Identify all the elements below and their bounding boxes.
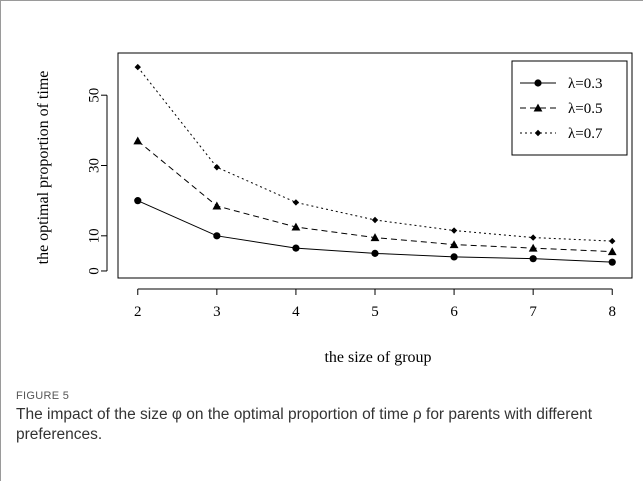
series-1 [134, 197, 616, 266]
y-tick-label: 10 [86, 228, 102, 243]
data-point [528, 243, 538, 252]
series-2 [133, 136, 617, 256]
data-point [133, 136, 143, 145]
y-axis: 0 10 30 50 [86, 88, 108, 275]
x-tick-label: 7 [529, 304, 537, 320]
data-point [450, 227, 458, 234]
legend-item: λ=0.5 [520, 101, 602, 117]
figure-caption: FIGURE 5 The impact of the size φ on the… [16, 390, 626, 445]
legend-item: λ=0.7 [520, 126, 603, 142]
data-point [213, 232, 221, 240]
x-tick-label: 2 [134, 304, 142, 320]
data-point [212, 201, 222, 210]
legend-label: λ=0.5 [568, 101, 602, 117]
data-point [134, 197, 142, 205]
data-point [371, 249, 379, 257]
data-point [607, 247, 617, 256]
data-point [292, 244, 300, 252]
x-tick-label: 3 [213, 304, 221, 320]
x-axis: 2 3 4 5 6 7 8 [134, 288, 616, 320]
line-chart: 0 10 30 50 2 3 4 5 6 7 8 the optimal proportion o… [35, 52, 633, 366]
frame-top-border [0, 0, 643, 1]
y-tick-label: 0 [86, 267, 102, 275]
data-point [292, 199, 300, 206]
y-tick-label: 50 [86, 88, 102, 103]
x-tick-label: 8 [608, 304, 616, 320]
figure-caption-text: The impact of the size φ on the optimal … [16, 406, 593, 443]
plot-area [117, 52, 633, 279]
y-tick-label: 30 [86, 158, 102, 173]
data-point [529, 234, 537, 241]
x-axis-label: the size of group [324, 349, 431, 366]
data-point [291, 222, 301, 231]
x-tick-label: 4 [292, 304, 300, 320]
legend-label: λ=0.3 [568, 76, 602, 92]
x-tick-label: 5 [371, 304, 379, 320]
series-layer [133, 63, 617, 266]
series-3 [134, 63, 616, 245]
legend-marker [534, 79, 542, 87]
data-point [370, 233, 380, 242]
data-point [529, 255, 537, 263]
data-point [450, 253, 458, 261]
data-point [608, 258, 616, 266]
legend-marker [533, 103, 543, 112]
legend-marker [534, 129, 542, 137]
figure-label: FIGURE 5 [16, 390, 70, 402]
data-point [449, 240, 459, 249]
y-axis-label: the optimal proportion of time [35, 71, 52, 265]
data-point [609, 237, 616, 245]
legend: λ=0.3 λ=0.5 λ=0.7 [511, 60, 628, 156]
legend-label: λ=0.7 [568, 126, 603, 142]
data-point [134, 63, 141, 71]
frame-left-border [0, 0, 1, 481]
x-tick-label: 6 [450, 304, 458, 320]
data-point [213, 164, 221, 171]
data-point [371, 216, 379, 224]
legend-item: λ=0.3 [520, 76, 602, 92]
